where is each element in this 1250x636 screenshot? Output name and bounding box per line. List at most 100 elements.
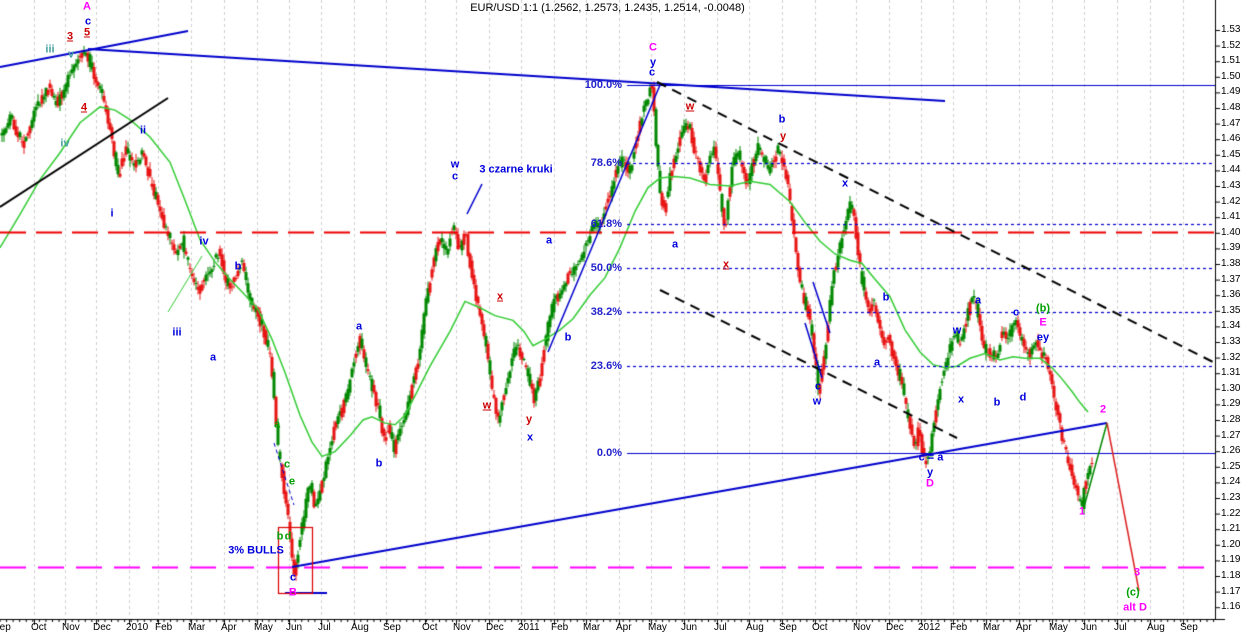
wave-label-x[interactable]: x bbox=[496, 290, 504, 303]
wave-label-3-bulls[interactable]: 3% BULLS bbox=[228, 544, 284, 557]
wave-label-3-czarne-kruki[interactable]: 3 czarne kruki bbox=[479, 163, 553, 176]
x-axis-label: Sep bbox=[779, 622, 797, 633]
wave-label-d[interactable]: d bbox=[284, 530, 292, 543]
wave-label-w[interactable]: w bbox=[685, 100, 695, 113]
wave-label-ey[interactable]: ey bbox=[1036, 331, 1050, 344]
wave-label-a[interactable]: a bbox=[209, 351, 217, 364]
wave-label-5[interactable]: 5 bbox=[83, 26, 91, 39]
fib-level-label[interactable]: 38.2% bbox=[590, 306, 622, 318]
wave-label-a[interactable]: a bbox=[974, 294, 982, 307]
wave-label-w[interactable]: w bbox=[812, 395, 822, 408]
wave-label-b[interactable]: b bbox=[993, 396, 1001, 409]
wave-label-c[interactable]: c bbox=[84, 15, 92, 28]
wave-label-1[interactable]: 1 bbox=[1078, 505, 1086, 518]
x-axis-label: Aug bbox=[746, 622, 764, 633]
wave-label-e[interactable]: e bbox=[288, 475, 296, 488]
x-axis-label: Jun bbox=[681, 622, 698, 633]
y-axis-label: 1.40 bbox=[1221, 226, 1241, 238]
wave-label--b-[interactable]: (b) bbox=[1035, 302, 1051, 315]
wave-label-iii[interactable]: iii bbox=[45, 43, 55, 56]
wave-label-w[interactable]: w bbox=[952, 324, 962, 337]
wave-label-c-a[interactable]: c = a bbox=[918, 451, 944, 464]
wave-label-c[interactable]: c bbox=[283, 458, 291, 471]
fib-level-label[interactable]: 23.6% bbox=[590, 360, 622, 372]
wave-label-b[interactable]: b bbox=[778, 113, 786, 126]
x-axis-label: Sep bbox=[1180, 622, 1198, 633]
x-axis-label: Nov bbox=[453, 622, 471, 633]
wave-label-y[interactable]: y bbox=[779, 130, 787, 143]
wave-label-y[interactable]: y bbox=[525, 413, 533, 426]
x-axis-label: Sep bbox=[0, 622, 11, 633]
x-axis-label: Aug bbox=[1147, 622, 1165, 633]
wave-label-v[interactable]: v bbox=[67, 48, 75, 61]
fib-level-label[interactable]: 61.8% bbox=[590, 218, 622, 230]
wave-label-a[interactable]: a bbox=[273, 418, 281, 431]
wave-label-c[interactable]: c bbox=[648, 66, 656, 79]
wave-label-x[interactable]: x bbox=[957, 393, 965, 406]
y-axis-label: 1.26 bbox=[1221, 445, 1241, 457]
wave-label-x[interactable]: x bbox=[526, 431, 534, 444]
wave-label-b[interactable]: b bbox=[564, 331, 572, 344]
wave-label-b[interactable]: b bbox=[375, 457, 383, 470]
wave-label-ii[interactable]: ii bbox=[139, 124, 147, 137]
x-axis-label: 2010 bbox=[126, 622, 149, 633]
wave-label-alt-d[interactable]: alt D bbox=[1123, 601, 1147, 614]
wave-label-iv[interactable]: iv bbox=[60, 137, 70, 150]
wave-label-c[interactable]: c bbox=[1012, 306, 1020, 319]
wave-label-i[interactable]: i bbox=[110, 207, 114, 220]
fib-level-label[interactable]: 0.0% bbox=[596, 447, 622, 459]
x-axis-label: Apr bbox=[221, 622, 237, 633]
wave-label-4[interactable]: 4 bbox=[80, 101, 88, 114]
y-axis-label: 1.48 bbox=[1221, 102, 1241, 113]
wave-label-c[interactable]: c bbox=[451, 170, 459, 183]
wave-label-c[interactable]: c bbox=[289, 571, 297, 584]
x-axis-label: Oct bbox=[422, 622, 438, 633]
wave-label-iv[interactable]: iv bbox=[199, 235, 209, 248]
y-axis-label: 1.52 bbox=[1221, 39, 1241, 51]
fib-level-label[interactable]: 50.0% bbox=[590, 262, 622, 274]
y-axis-label: 1.16 bbox=[1221, 601, 1241, 613]
wave-label-iii[interactable]: iii bbox=[172, 326, 182, 339]
x-axis-label: Jul bbox=[714, 622, 727, 633]
y-axis-label: 1.24 bbox=[1221, 476, 1241, 488]
wave-label--c-[interactable]: (c) bbox=[1126, 586, 1140, 599]
wave-label-x[interactable]: x bbox=[722, 258, 730, 271]
wave-label-3[interactable]: 3 bbox=[1133, 566, 1141, 579]
y-axis-label: 1.37 bbox=[1221, 273, 1241, 285]
wave-label-b[interactable]: b bbox=[234, 260, 242, 273]
wave-label-c[interactable]: C bbox=[649, 41, 657, 54]
wave-label-a[interactable]: A bbox=[83, 0, 91, 13]
chart-title: EUR/USD 1:1 (1.2562, 1.2573, 1.2435, 1.2… bbox=[470, 2, 745, 14]
x-axis-label: Nov bbox=[853, 622, 871, 633]
wave-label-b[interactable]: b bbox=[276, 530, 284, 543]
wave-label-a[interactable]: a bbox=[671, 238, 679, 251]
wave-label-c[interactable]: c bbox=[814, 380, 822, 393]
y-axis-label: 1.22 bbox=[1221, 507, 1241, 519]
fib-level-label[interactable]: 100.0% bbox=[584, 79, 622, 91]
wave-label-w[interactable]: w bbox=[450, 158, 460, 171]
wave-label-e[interactable]: E bbox=[1039, 316, 1047, 329]
wave-label-a[interactable]: a bbox=[355, 320, 363, 333]
wave-label-d[interactable]: d bbox=[1019, 391, 1027, 404]
fib-level-label[interactable]: 78.6% bbox=[590, 157, 622, 169]
x-axis-label: Aug bbox=[351, 622, 369, 633]
wave-label-y[interactable]: y bbox=[926, 466, 934, 479]
y-axis-label: 1.19 bbox=[1221, 554, 1241, 566]
wave-label-a[interactable]: a bbox=[873, 356, 881, 369]
x-axis-label: Oct bbox=[812, 622, 828, 633]
wave-label-3[interactable]: 3 bbox=[66, 30, 74, 43]
wave-label-w[interactable]: w bbox=[482, 399, 492, 412]
x-axis-label: Jul bbox=[1114, 622, 1127, 633]
wave-label-x[interactable]: x bbox=[841, 177, 849, 190]
wave-label-y[interactable]: y bbox=[649, 56, 657, 69]
wave-label-d[interactable]: D bbox=[926, 477, 934, 490]
wave-label-2[interactable]: 2 bbox=[1099, 403, 1107, 416]
wave-label-b[interactable]: b bbox=[882, 291, 890, 304]
x-axis-label: 2012 bbox=[918, 622, 941, 633]
wave-label-a[interactable]: a bbox=[545, 234, 553, 247]
y-axis-label: 1.53 bbox=[1221, 24, 1241, 35]
wave-label-b[interactable]: B bbox=[289, 586, 297, 599]
y-axis-label: 1.45 bbox=[1221, 148, 1241, 160]
x-axis-label: Dec bbox=[93, 622, 111, 633]
